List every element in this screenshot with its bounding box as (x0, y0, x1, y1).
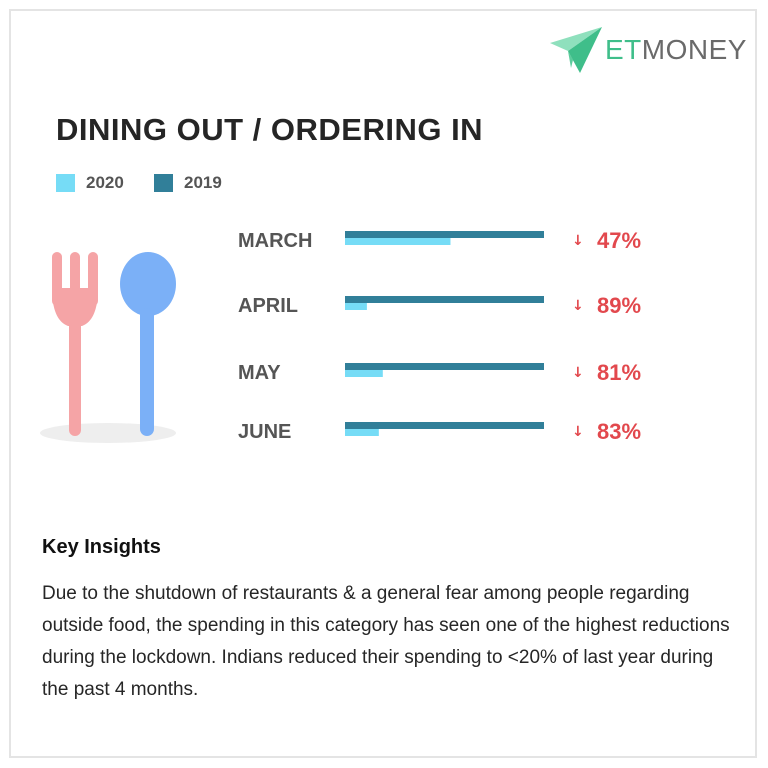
bar-2019-march (345, 231, 544, 238)
category-label-march: MARCH (238, 230, 312, 252)
bar-2020-june (345, 429, 379, 436)
logo-wordmark: ETMONEY (605, 34, 747, 66)
logo-money-text: MONEY (641, 34, 747, 65)
bar-2020-march (345, 238, 451, 245)
bar-2020-april (345, 303, 367, 310)
category-label-may: MAY (238, 362, 281, 384)
bar-2019-may (345, 363, 544, 370)
legend-label-2019: 2019 (184, 173, 222, 192)
fork-icon (52, 252, 98, 436)
bar-chart: MARCH ↓ 47% APRIL ↓ 89% MAY ↓ 81% JUNE ↓ 83% (238, 228, 641, 444)
down-arrow-icon: ↓ (572, 233, 584, 249)
chart-title: DINING OUT / ORDERING IN (56, 112, 484, 147)
change-label-june: 83% (597, 419, 641, 444)
category-label-april: APRIL (238, 295, 298, 317)
plate-shadow (40, 423, 176, 443)
legend-swatch-2019 (154, 174, 173, 192)
down-arrow-icon: ↓ (572, 365, 584, 381)
spoon-icon (120, 252, 176, 436)
legend-swatch-2020 (56, 174, 75, 192)
legend-label-2020: 2020 (86, 173, 124, 192)
infographic-card (9, 9, 757, 758)
bar-2019-june (345, 422, 544, 429)
change-label-april: 89% (597, 293, 641, 318)
paper-plane-icon (550, 27, 602, 73)
logo-et-text: ET (605, 34, 642, 65)
fork-spoon-illustration (40, 252, 176, 443)
category-label-june: JUNE (238, 421, 291, 443)
bar-2019-april (345, 296, 544, 303)
down-arrow-icon: ↓ (572, 298, 584, 314)
insights-heading: Key Insights (42, 536, 161, 558)
change-label-march: 47% (597, 228, 641, 253)
change-label-may: 81% (597, 360, 641, 385)
etmoney-logo: ETMONEY (548, 24, 748, 76)
insights-text: Due to the shutdown of restaurants & a g… (42, 583, 730, 700)
bar-2020-may (345, 370, 383, 377)
down-arrow-icon: ↓ (572, 424, 584, 440)
